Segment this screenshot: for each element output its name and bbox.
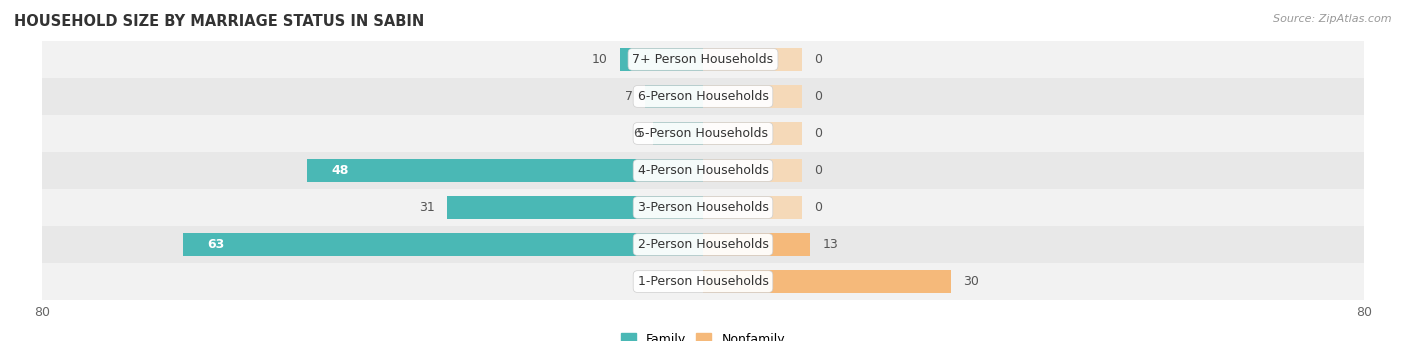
- Text: 63: 63: [207, 238, 225, 251]
- Text: 30: 30: [963, 275, 979, 288]
- Bar: [307, 159, 703, 182]
- Bar: [42, 78, 1364, 115]
- Text: 0: 0: [814, 53, 823, 66]
- Legend: Family, Nonfamily: Family, Nonfamily: [616, 328, 790, 341]
- Bar: [42, 115, 1364, 152]
- Bar: [703, 270, 950, 293]
- Text: 6-Person Households: 6-Person Households: [637, 90, 769, 103]
- Bar: [703, 85, 801, 108]
- Bar: [703, 233, 810, 256]
- Text: 3-Person Households: 3-Person Households: [637, 201, 769, 214]
- Bar: [620, 48, 703, 71]
- Text: HOUSEHOLD SIZE BY MARRIAGE STATUS IN SABIN: HOUSEHOLD SIZE BY MARRIAGE STATUS IN SAB…: [14, 14, 425, 29]
- Bar: [42, 263, 1364, 300]
- Text: 48: 48: [332, 164, 349, 177]
- Bar: [447, 196, 703, 219]
- Text: 0: 0: [814, 201, 823, 214]
- Text: 1-Person Households: 1-Person Households: [637, 275, 769, 288]
- Bar: [42, 226, 1364, 263]
- Bar: [42, 189, 1364, 226]
- Text: 0: 0: [814, 127, 823, 140]
- Bar: [703, 196, 801, 219]
- Text: 0: 0: [814, 90, 823, 103]
- Text: 10: 10: [592, 53, 607, 66]
- Text: Source: ZipAtlas.com: Source: ZipAtlas.com: [1274, 14, 1392, 24]
- Text: 7+ Person Households: 7+ Person Households: [633, 53, 773, 66]
- Bar: [42, 152, 1364, 189]
- Text: 31: 31: [419, 201, 434, 214]
- Bar: [654, 122, 703, 145]
- Text: 13: 13: [823, 238, 838, 251]
- Bar: [42, 41, 1364, 78]
- Text: 5-Person Households: 5-Person Households: [637, 127, 769, 140]
- Text: 6: 6: [633, 127, 641, 140]
- Text: 7: 7: [624, 90, 633, 103]
- Bar: [645, 85, 703, 108]
- Text: 2-Person Households: 2-Person Households: [637, 238, 769, 251]
- Text: 4-Person Households: 4-Person Households: [637, 164, 769, 177]
- Bar: [703, 48, 801, 71]
- Bar: [703, 159, 801, 182]
- Text: 0: 0: [814, 164, 823, 177]
- Bar: [703, 122, 801, 145]
- Bar: [183, 233, 703, 256]
